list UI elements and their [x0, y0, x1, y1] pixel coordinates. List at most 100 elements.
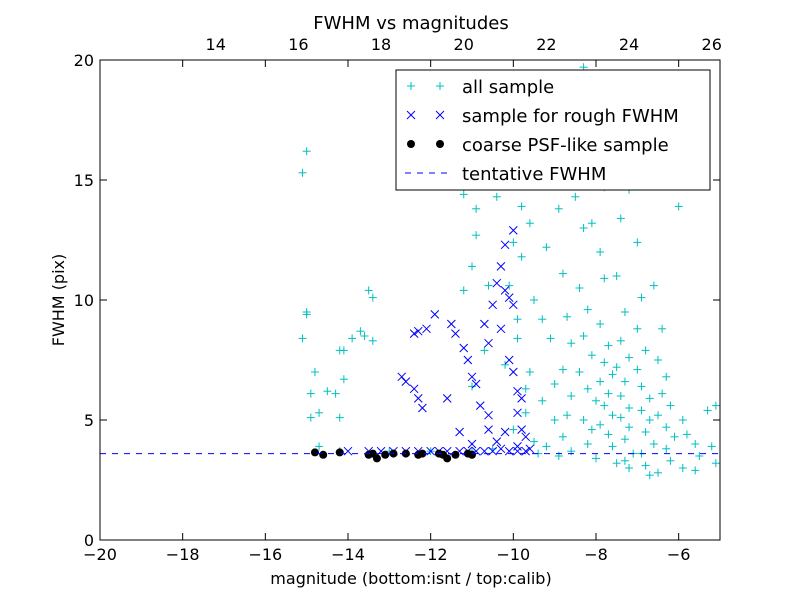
point-x-41 [513, 442, 522, 451]
point-plus-107 [637, 293, 646, 302]
point-plus-113 [637, 406, 646, 415]
point-plus-134 [691, 440, 700, 448]
point-x-25 [492, 278, 502, 288]
point-plus-64 [583, 305, 592, 314]
point-x-30 [500, 240, 510, 250]
point-x-31 [508, 226, 518, 235]
x-tick-label: −20 [83, 545, 117, 564]
point-plus-63 [575, 284, 584, 292]
top-tick-label: 26 [702, 35, 722, 54]
point-x-29 [508, 300, 518, 310]
point-plus-99 [625, 404, 634, 412]
point-plus-155 [641, 461, 650, 470]
point-plus-44 [530, 296, 538, 304]
point-plus-88 [608, 442, 617, 451]
point-plus-29 [459, 286, 468, 295]
point-plus-9 [323, 387, 332, 396]
point-plus-73 [592, 454, 600, 463]
point-plus-67 [575, 368, 584, 376]
point-plus-101 [625, 423, 634, 432]
point-plus-43 [530, 437, 538, 446]
point-x-3 [413, 394, 423, 403]
point-plus-15 [348, 334, 357, 343]
point-plus-41 [525, 368, 534, 376]
point-x-15 [471, 379, 481, 389]
point-plus-65 [579, 332, 588, 340]
point-x-19 [467, 439, 477, 449]
point-plus-131 [674, 202, 683, 211]
x-tick-label: −16 [248, 545, 282, 564]
legend-marker-all-sample [407, 82, 444, 90]
legend-marker-coarse-sample [407, 140, 444, 148]
point-plus-154 [620, 456, 629, 465]
top-tick-label: 20 [454, 35, 474, 54]
point-plus-110 [633, 365, 642, 374]
y-tick-label: 20 [74, 51, 94, 70]
point-x-26 [496, 262, 506, 271]
point-x-33 [504, 355, 514, 365]
point-plus-102 [620, 435, 629, 444]
point-plus-51 [542, 442, 551, 451]
point-plus-28 [472, 204, 481, 213]
point-x-11 [442, 394, 452, 403]
point-plus-126 [662, 423, 671, 432]
point-plus-89 [612, 459, 621, 468]
point-plus-111 [637, 382, 646, 391]
top-tick-label: 16 [288, 35, 308, 54]
bottom-axis: −20 −18 −16 −14 −12 −10 −8 −6 [83, 60, 690, 564]
point-plus-46 [538, 315, 547, 324]
point-plus-18 [368, 293, 377, 302]
point-x-14 [467, 372, 477, 382]
point-plus-49 [538, 396, 547, 405]
y-tick-label: 15 [74, 171, 94, 190]
point-dot-14 [451, 450, 460, 459]
x-tick-label: −8 [584, 545, 608, 564]
point-plus-45 [542, 243, 551, 252]
point-plus-47 [546, 334, 555, 343]
point-plus-124 [666, 401, 675, 410]
point-x-16 [475, 401, 485, 410]
x-axis-label: magnitude (bottom:isnt / top:calib) [270, 569, 551, 588]
point-plus-106 [633, 238, 642, 247]
top-tick-label: 18 [371, 35, 391, 54]
point-plus-81 [608, 370, 617, 379]
point-plus-128 [662, 444, 671, 453]
point-plus-116 [649, 440, 658, 448]
point-plus-82 [596, 377, 605, 386]
point-plus-53 [558, 269, 567, 278]
point-plus-119 [649, 281, 658, 290]
point-plus-58 [563, 411, 572, 420]
point-plus-48 [550, 380, 559, 388]
point-plus-108 [633, 324, 642, 333]
top-tick-label: 22 [536, 35, 556, 54]
point-plus-140 [678, 464, 687, 472]
point-plus-139 [711, 459, 720, 468]
point-plus-97 [620, 377, 629, 386]
point-x-35 [513, 386, 522, 396]
point-dot-0 [310, 448, 319, 457]
point-plus-68 [583, 384, 592, 393]
point-plus-121 [654, 356, 662, 364]
point-dot-10 [418, 449, 427, 458]
point-plus-55 [567, 339, 576, 348]
point-plus-3 [302, 310, 311, 319]
point-x-20 [484, 425, 493, 434]
point-plus-79 [604, 341, 613, 350]
point-plus-31 [484, 281, 493, 290]
point-plus-120 [658, 324, 667, 333]
point-x-36 [517, 394, 526, 403]
point-plus-132 [678, 416, 687, 424]
top-tick-label: 24 [619, 35, 639, 54]
point-dot-1 [319, 450, 328, 459]
point-x-39 [517, 425, 526, 434]
point-plus-93 [620, 308, 629, 316]
x-tick-label: −14 [331, 545, 365, 564]
point-plus-137 [711, 401, 720, 410]
point-x-23 [484, 338, 493, 348]
point-x-17 [484, 410, 493, 420]
point-plus-127 [670, 432, 679, 441]
point-plus-98 [616, 392, 625, 400]
point-plus-115 [641, 428, 650, 436]
point-plus-91 [616, 214, 625, 223]
point-x-24 [488, 300, 498, 310]
